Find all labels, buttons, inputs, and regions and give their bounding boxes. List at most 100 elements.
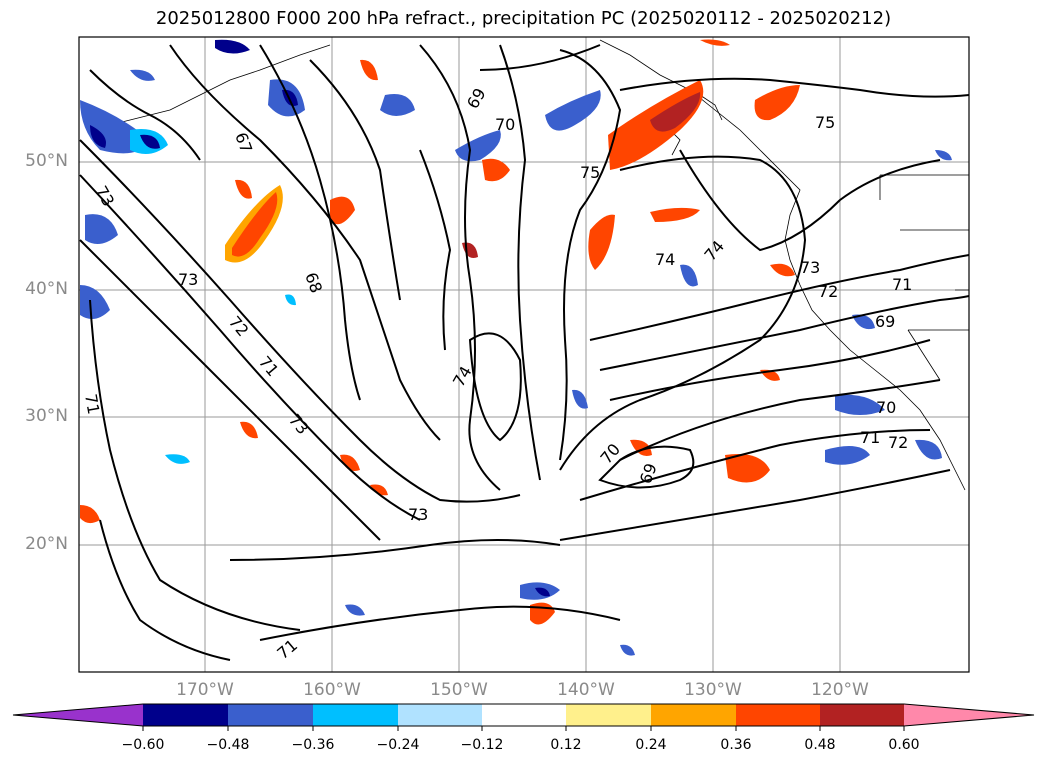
lat-label-40n: 40°N — [25, 279, 68, 299]
lat-label-50n: 50°N — [25, 151, 68, 171]
contour-line — [679, 149, 941, 252]
precip-pos-area — [240, 421, 258, 439]
colorbar-swatch — [398, 704, 482, 726]
contour-line — [589, 254, 969, 341]
precip-neg-area — [215, 39, 250, 54]
precip-neg-area — [852, 314, 875, 330]
colorbar-swatch — [482, 704, 566, 726]
precip-neg-area — [455, 130, 501, 162]
precip-pos-area — [770, 263, 795, 277]
contour-label: 72 — [888, 433, 908, 452]
contour-label: 70 — [876, 398, 896, 417]
precip-neg-area — [572, 389, 588, 409]
contour-label: 75 — [815, 113, 835, 132]
lon-label-160w: 160°W — [303, 680, 361, 700]
map-frame — [78, 36, 970, 673]
contour-line — [479, 44, 601, 71]
contour-line — [579, 429, 931, 501]
precip-neg-area — [835, 394, 885, 415]
contour-line — [559, 155, 807, 471]
colorbar-tick-label: 0.24 — [635, 737, 667, 753]
precip-neg-core — [90, 125, 106, 148]
precip-pos-area — [754, 85, 800, 121]
precip-neg-area — [345, 604, 365, 616]
precip-neg-area — [380, 94, 415, 116]
contour-label: 69 — [875, 312, 895, 331]
contour-line — [259, 605, 621, 641]
colorbar-swatch — [313, 704, 398, 726]
precip-pos-area — [80, 505, 100, 524]
contour-line — [309, 59, 401, 301]
precip-neg-area — [915, 439, 942, 460]
north-america-coast — [599, 39, 966, 491]
precip-pos-core — [650, 92, 701, 132]
contour-line — [559, 469, 951, 541]
contour-line — [619, 379, 941, 461]
precip-pos-area — [235, 179, 252, 199]
precip-neg-area — [935, 150, 952, 161]
colorbar — [12, 703, 1035, 731]
colorbar-tick-label: 0.36 — [720, 737, 752, 753]
map-panel: 69 70 75 67 73 68 73 72 71 73 71 74 74 7… — [78, 36, 970, 673]
lon-label-120w: 120°W — [811, 680, 869, 700]
colorbar-extend-low — [13, 704, 143, 726]
contour-label: 73 — [408, 505, 428, 524]
contour-label: 71 — [860, 428, 880, 447]
precip-neg-area — [680, 264, 698, 287]
precip-pos-area — [725, 454, 770, 483]
contour-line — [169, 44, 441, 441]
contour-label: 73 — [800, 258, 820, 277]
contour-label: 74 — [655, 250, 675, 269]
contour-line — [619, 77, 969, 98]
colorbar-ticks — [142, 726, 905, 731]
contour-line — [89, 299, 301, 631]
lat-label-20n: 20°N — [25, 534, 68, 554]
precip-pos-area — [330, 196, 355, 225]
lat-label-30n: 30°N — [25, 406, 68, 426]
precip-pos-area — [370, 484, 388, 496]
precip-neg-area — [130, 69, 155, 81]
precip-neg-area — [165, 454, 190, 464]
contour-label: 71 — [892, 275, 912, 294]
contour-line — [419, 149, 452, 351]
contour-line — [229, 539, 561, 561]
contour-line — [79, 239, 381, 541]
contour-label: 70 — [495, 115, 515, 134]
contour-line — [79, 139, 521, 503]
contour-line — [599, 295, 969, 371]
precip-pos-area — [340, 454, 360, 471]
lon-label-130w: 130°W — [684, 680, 742, 700]
contour-label: 71 — [81, 392, 103, 415]
precip-pos-area — [700, 39, 730, 46]
contour-label: 73 — [178, 270, 198, 289]
precip-pos-area — [360, 59, 378, 81]
colorbar-tick-label: −0.60 — [121, 737, 165, 753]
contour-label: 72 — [818, 282, 838, 301]
contour-line — [499, 44, 541, 481]
colorbar-swatch — [566, 704, 651, 726]
precip-pos-area — [482, 158, 510, 182]
colorbar-extend-high — [904, 704, 1034, 726]
precip-neg-area — [85, 214, 118, 244]
contour-line — [468, 332, 522, 442]
contour-label: 75 — [580, 163, 600, 182]
colorbar-tick-label: −0.36 — [291, 737, 335, 753]
state-borders — [879, 174, 969, 381]
contour-line — [559, 49, 622, 461]
colorbar-swatch — [820, 704, 904, 726]
contour-line — [419, 44, 501, 491]
map-title: 2025012800 F000 200 hPa refract., precip… — [155, 8, 892, 29]
colorbar-swatch — [228, 704, 313, 726]
precip-pos-core — [232, 192, 278, 257]
precip-pos-area — [630, 439, 652, 456]
colorbar-tick-label: −0.12 — [460, 737, 504, 753]
colorbar-tick-label: 0.60 — [888, 737, 920, 753]
contour-line — [259, 44, 361, 401]
contour-line — [598, 445, 695, 489]
lon-label-150w: 150°W — [430, 680, 488, 700]
colorbar-swatch — [143, 704, 228, 726]
lon-label-170w: 170°W — [176, 680, 234, 700]
precip-neg-area — [285, 294, 296, 306]
alaska-peninsula-coast — [89, 44, 331, 131]
colorbar-tick-label: 0.48 — [804, 737, 836, 753]
